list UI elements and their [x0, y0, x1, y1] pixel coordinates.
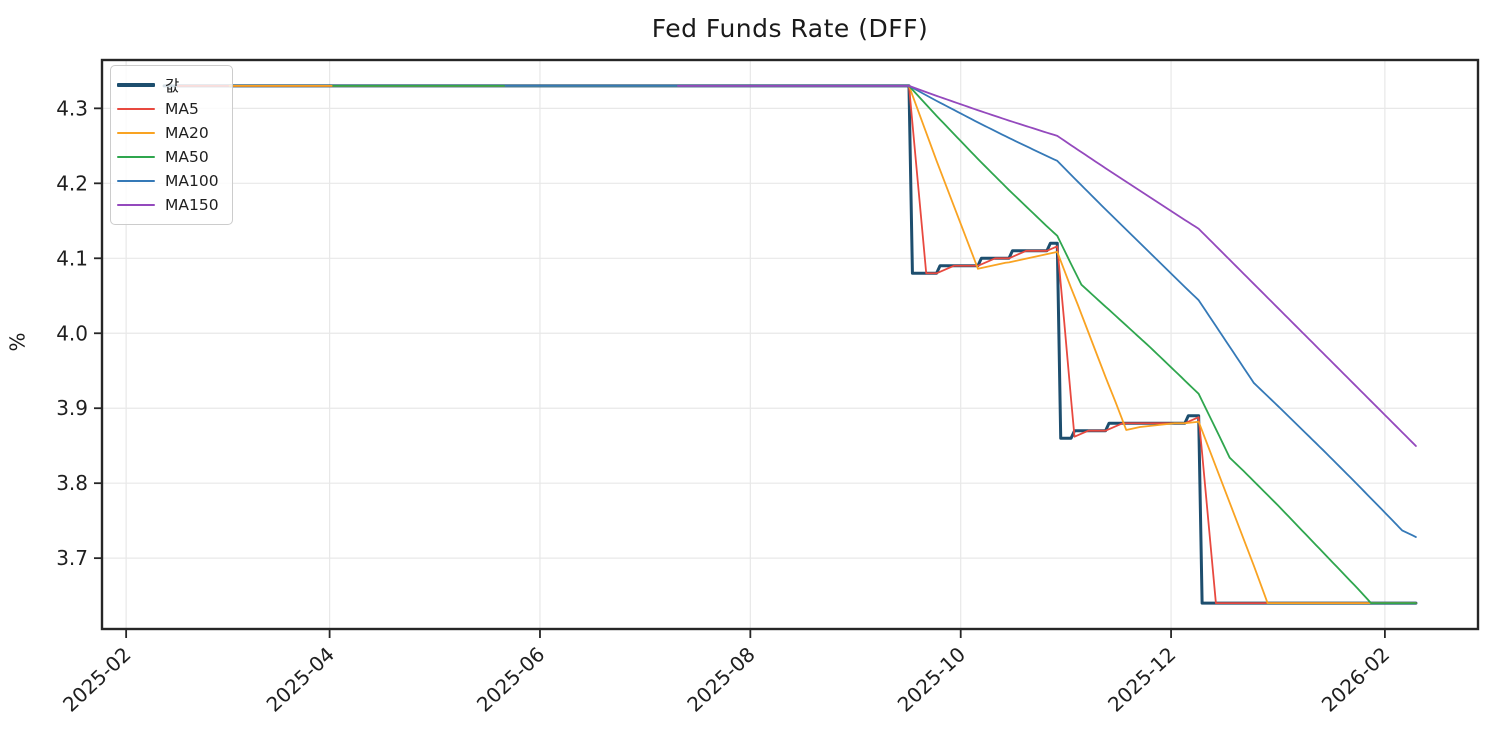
legend-label: MA150	[165, 196, 219, 214]
legend-item-MA50: MA50	[117, 145, 222, 169]
legend-item-MA20: MA20	[117, 121, 222, 145]
x-tick-label: 2026-02	[1317, 642, 1394, 717]
y-tick-label: 4.3	[56, 96, 88, 120]
series-line-MA5	[176, 84, 1417, 605]
plot-frame	[100, 58, 1480, 631]
x-tick-label: 2025-02	[58, 642, 135, 717]
legend-item-value: 값	[117, 73, 222, 97]
legend-line-swatch	[117, 107, 155, 111]
series-line-MA20	[228, 84, 1417, 605]
legend-line-swatch	[117, 83, 155, 87]
legend-line-swatch	[117, 203, 155, 207]
legend-item-MA5: MA5	[117, 97, 222, 121]
legend-item-MA100: MA100	[117, 169, 222, 193]
legend-line-swatch	[117, 131, 155, 135]
legend-label: 값	[165, 77, 180, 95]
legend-label: MA5	[165, 100, 199, 118]
series-line-MA50	[332, 84, 1417, 605]
x-tick-label: 2025-12	[1103, 642, 1180, 717]
y-tick-label: 3.9	[56, 396, 88, 420]
series-line-MA150	[677, 84, 1417, 447]
legend-item-MA150: MA150	[117, 193, 222, 217]
series-line-MA100	[504, 84, 1417, 538]
legend-label: MA50	[165, 148, 209, 166]
y-tick-label: 4.0	[56, 321, 88, 345]
x-tick-label: 2025-10	[893, 642, 970, 717]
y-axis-label: %	[5, 332, 30, 352]
legend-line-swatch	[117, 155, 155, 159]
legend-label: MA20	[165, 124, 209, 142]
legend-line-swatch	[117, 179, 155, 183]
x-tick-label: 2025-06	[472, 642, 549, 717]
chart-title: Fed Funds Rate (DFF)	[651, 14, 929, 43]
y-tick-label: 3.8	[56, 471, 88, 495]
legend: 값 MA5 MA20 MA50 MA100 MA150	[110, 65, 233, 225]
y-tick-label: 3.7	[56, 546, 88, 570]
x-tick-label: 2025-04	[262, 642, 339, 717]
y-tick-label: 4.2	[56, 171, 88, 195]
x-tick-label: 2025-08	[682, 642, 759, 717]
legend-label: MA100	[165, 172, 219, 190]
y-tick-label: 4.1	[56, 246, 88, 270]
